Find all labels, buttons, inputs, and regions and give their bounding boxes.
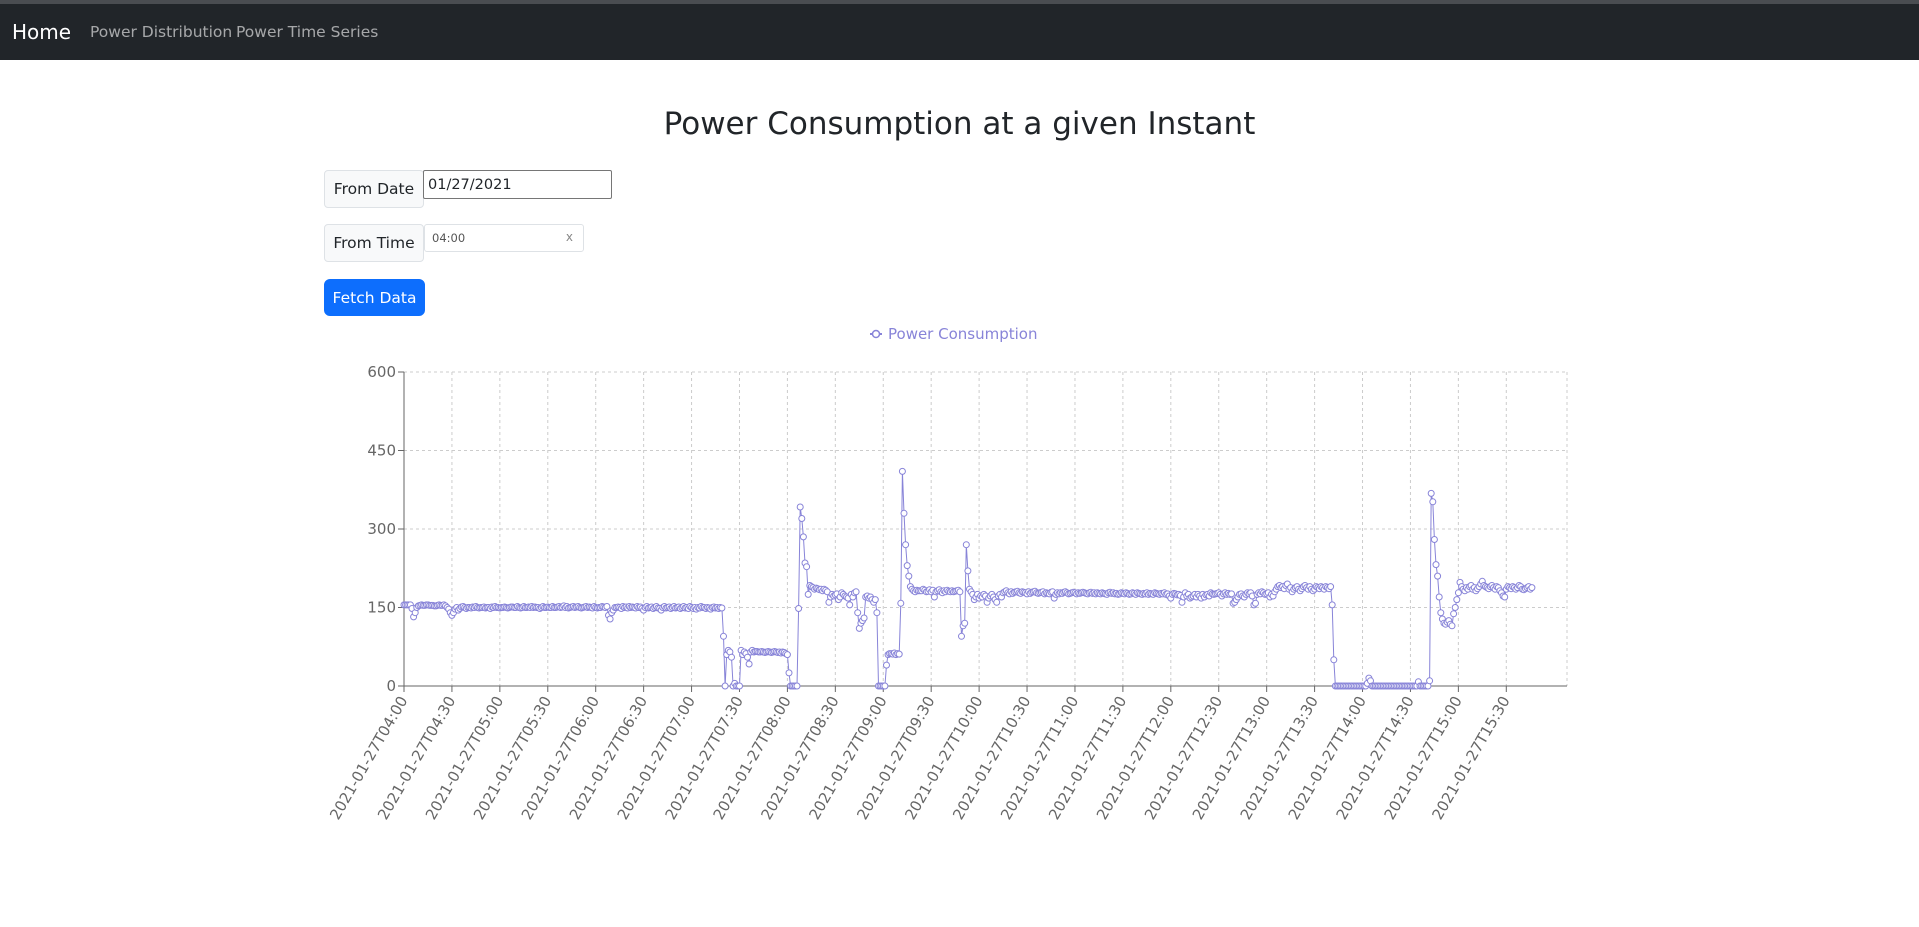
data-point [719, 605, 725, 611]
data-point [1436, 594, 1442, 600]
data-point [737, 683, 743, 689]
data-point [874, 610, 880, 616]
y-tick-label: 300 [367, 520, 396, 538]
data-point [965, 568, 971, 574]
data-point [1229, 591, 1235, 597]
data-point [797, 504, 803, 510]
data-point [957, 589, 963, 595]
data-point [607, 616, 613, 622]
data-point [786, 670, 792, 676]
data-point [896, 651, 902, 657]
y-tick-label: 600 [367, 363, 396, 381]
data-point [796, 606, 802, 612]
data-point [721, 633, 727, 639]
data-point [1427, 678, 1433, 684]
data-point [804, 564, 810, 570]
data-point [899, 468, 905, 474]
data-point [963, 542, 969, 548]
data-point [1328, 584, 1334, 590]
data-point [784, 652, 790, 658]
data-point [729, 654, 735, 660]
data-point [882, 683, 888, 689]
y-tick-label: 150 [367, 599, 396, 617]
data-point [1438, 610, 1444, 616]
data-point [855, 610, 861, 616]
data-point [604, 604, 610, 610]
data-point [1253, 600, 1259, 606]
data-point [904, 563, 910, 569]
data-point [1430, 499, 1436, 505]
data-point [722, 683, 728, 689]
data-point [1452, 605, 1458, 611]
data-point [898, 600, 904, 606]
data-point [1433, 562, 1439, 568]
data-point [901, 510, 907, 516]
data-point [1435, 573, 1441, 579]
data-point [1431, 537, 1437, 543]
data-point [1449, 623, 1455, 629]
y-tick-label: 0 [386, 677, 396, 695]
data-point [805, 591, 811, 597]
data-point [746, 661, 752, 667]
data-point [959, 633, 965, 639]
data-point [800, 534, 806, 540]
data-point [794, 683, 800, 689]
data-point [884, 662, 890, 668]
data-point [906, 573, 912, 579]
data-point [1502, 594, 1508, 600]
data-point [1331, 657, 1337, 663]
data-point [1529, 585, 1535, 591]
data-point [962, 620, 968, 626]
data-point [1329, 602, 1335, 608]
y-tick-label: 450 [367, 442, 396, 460]
legend-label: Power Consumption [888, 325, 1037, 343]
data-point [853, 589, 859, 595]
data-point [1428, 490, 1434, 496]
legend-marker-icon [873, 331, 880, 338]
data-point [799, 516, 805, 522]
data-point [861, 615, 867, 621]
data-point [903, 542, 909, 548]
data-point [994, 599, 1000, 605]
data-point [872, 597, 878, 603]
data-point [1451, 611, 1457, 617]
data-point [847, 602, 853, 608]
data-point [1454, 597, 1460, 603]
